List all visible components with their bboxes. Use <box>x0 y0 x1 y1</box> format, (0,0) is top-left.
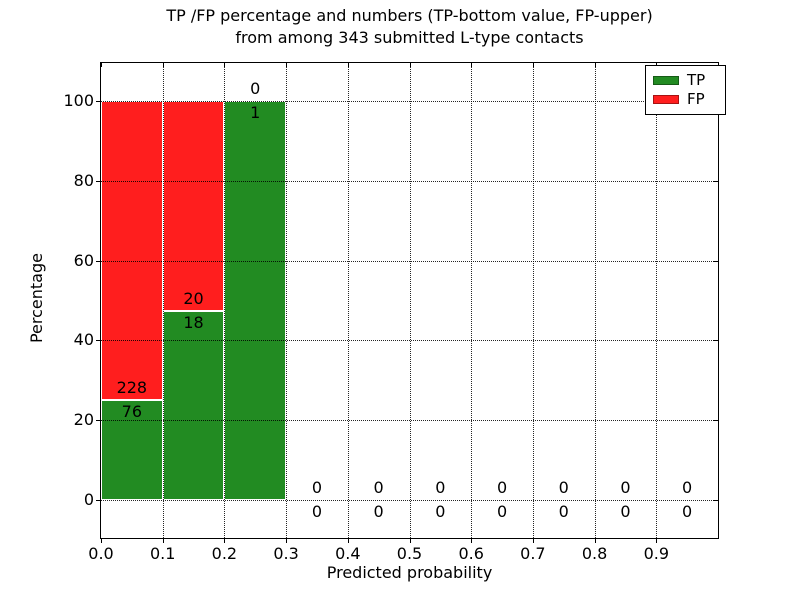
fp-count-label: 0 <box>311 478 323 497</box>
tp-count-label: 76 <box>121 402 143 422</box>
y-tick-label: 20 <box>73 410 94 430</box>
grid-line-vertical <box>224 63 226 538</box>
grid-line-vertical <box>162 63 164 538</box>
x-tick-mark-top <box>162 63 164 67</box>
tp-count-label: 0 <box>682 502 693 521</box>
x-tick-label: 0.3 <box>273 544 299 563</box>
y-tick-label: 60 <box>73 250 94 270</box>
x-tick-mark <box>101 538 102 543</box>
y-tick-mark <box>96 260 101 262</box>
y-tick-mark-right <box>713 420 718 422</box>
x-tick-mark <box>162 538 164 543</box>
bar-fp-segment <box>162 101 225 311</box>
x-tick-mark-top <box>347 63 349 67</box>
bar-fp-segment <box>101 101 163 401</box>
chart-title-line2: from among 343 submitted L-type contacts <box>235 28 584 47</box>
tp-count-label: 0 <box>435 502 446 521</box>
x-tick-label: 0.9 <box>643 544 670 563</box>
fp-count-label: 0 <box>435 478 446 497</box>
fp-count-label: 228 <box>116 378 148 398</box>
x-tick-mark <box>409 538 411 543</box>
fp-count-label: 0 <box>373 478 384 497</box>
tp-count-label: 0 <box>558 502 569 521</box>
x-tick-label: 0.1 <box>149 544 176 563</box>
y-tick-label: 0 <box>83 490 94 509</box>
y-tick-mark <box>96 101 101 102</box>
legend-label-tp: TP <box>687 71 706 89</box>
fp-legend-swatch <box>653 95 679 104</box>
y-tick-label: 100 <box>63 91 94 110</box>
y-tick-mark-right <box>713 180 718 182</box>
tp-count-label: 18 <box>183 312 204 332</box>
x-tick-label: 0.2 <box>211 544 238 563</box>
fp-count-label: 0 <box>558 478 569 497</box>
x-tick-mark-top <box>101 63 102 67</box>
y-tick-mark-right <box>713 340 718 342</box>
legend-label-fp: FP <box>687 90 705 108</box>
x-tick-mark-top <box>286 63 288 67</box>
grid-line-vertical <box>656 63 658 538</box>
grid-line-vertical <box>532 63 534 538</box>
plot-area: 228 76 20 18 0 1 0 0 0 0 0 0 0 0 0 0 0 0 0 0 <box>96 62 719 543</box>
y-tick-mark-right <box>713 260 718 262</box>
fp-count-label: 0 <box>496 478 508 497</box>
fp-count-label: 20 <box>183 288 204 308</box>
x-tick-mark <box>347 538 349 543</box>
chart-title: TP /FP percentage and numbers (TP-bottom… <box>100 5 719 49</box>
tp-count-label: 0 <box>373 502 384 521</box>
x-tick-mark <box>532 538 534 543</box>
grid-line-vertical <box>594 63 596 538</box>
x-tick-mark <box>224 538 226 543</box>
legend-item-tp: TP <box>653 71 719 90</box>
bar-tp-segment <box>101 400 163 500</box>
x-tick-mark-top <box>224 63 226 67</box>
tp-count-label: 0 <box>496 502 508 521</box>
grid-line-vertical <box>347 63 349 538</box>
y-tick-mark <box>96 340 101 342</box>
tp-count-label: 1 <box>250 103 261 122</box>
x-tick-mark <box>471 538 473 543</box>
x-tick-label: 0.6 <box>458 544 484 563</box>
y-tick-mark <box>96 420 101 422</box>
x-tick-mark-top <box>594 63 596 67</box>
x-tick-label: 0.8 <box>581 544 608 563</box>
x-tick-label: 0.7 <box>520 544 546 563</box>
tp-legend-swatch <box>653 76 679 85</box>
tp-count-label: 0 <box>620 502 631 521</box>
chart-title-line1: TP /FP percentage and numbers (TP-bottom… <box>166 6 653 25</box>
bar-tp-segment <box>224 101 287 500</box>
y-tick-mark <box>96 180 101 182</box>
y-tick-mark-right <box>713 500 718 501</box>
grid-line-vertical <box>286 63 288 538</box>
fp-count-label: 0 <box>250 79 261 98</box>
fp-count-label: 0 <box>620 478 631 497</box>
bar-tp-segment <box>162 310 225 500</box>
x-tick-label: 0.4 <box>335 544 361 563</box>
tp-count-label: 0 <box>311 502 323 521</box>
x-tick-label: 0.0 <box>88 544 114 563</box>
x-tick-mark <box>656 538 658 543</box>
x-tick-mark <box>286 538 288 543</box>
fp-count-label: 0 <box>682 478 693 497</box>
x-tick-mark-top <box>471 63 473 67</box>
legend: TP FP <box>645 65 726 115</box>
y-axis-label: Percentage <box>27 253 46 344</box>
x-axis-label: Predicted probability <box>326 563 493 582</box>
legend-item-fp: FP <box>653 90 719 109</box>
x-tick-label: 0.5 <box>396 544 423 563</box>
x-tick-mark-top <box>532 63 534 67</box>
x-tick-mark <box>594 538 596 543</box>
grid-line-vertical <box>471 63 473 538</box>
y-tick-label: 80 <box>73 170 94 190</box>
y-tick-mark <box>96 500 101 501</box>
y-tick-label: 40 <box>73 330 94 350</box>
grid-line-vertical <box>409 63 411 538</box>
x-tick-mark-top <box>409 63 411 67</box>
